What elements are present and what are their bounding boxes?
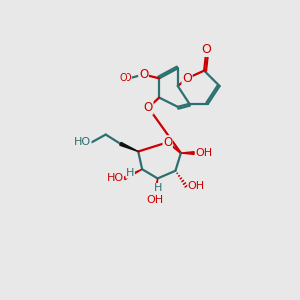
Text: O: O bbox=[124, 73, 131, 83]
Polygon shape bbox=[181, 152, 194, 154]
Text: O: O bbox=[202, 44, 212, 56]
Text: OH: OH bbox=[147, 195, 164, 205]
Polygon shape bbox=[120, 142, 138, 152]
Text: OH: OH bbox=[188, 181, 205, 191]
Text: H: H bbox=[126, 168, 134, 178]
Text: HO: HO bbox=[74, 137, 91, 147]
Text: OH: OH bbox=[196, 148, 213, 158]
Text: O: O bbox=[163, 136, 172, 149]
Polygon shape bbox=[154, 178, 158, 194]
Text: HO: HO bbox=[106, 173, 124, 184]
Text: O: O bbox=[119, 73, 127, 83]
Text: O: O bbox=[139, 68, 148, 81]
Text: O: O bbox=[182, 72, 192, 85]
Text: O: O bbox=[139, 68, 148, 81]
Polygon shape bbox=[124, 169, 142, 180]
Text: H: H bbox=[153, 184, 162, 194]
Text: O: O bbox=[144, 101, 153, 114]
